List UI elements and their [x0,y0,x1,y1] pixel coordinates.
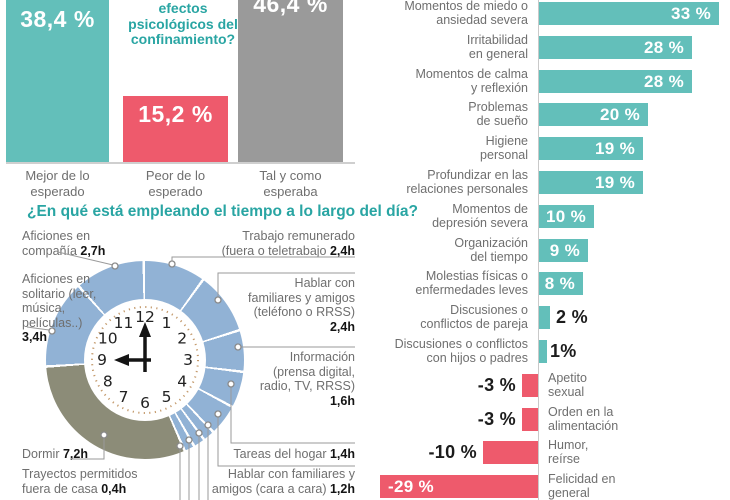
change-value: -10 % [428,442,477,462]
change-bar [539,340,547,363]
donut-callout: Aficiones en compañía 2,7h [22,229,106,258]
change-bar [522,408,538,431]
question-line: confinamiento? [130,31,236,47]
expectation-bar [238,0,343,162]
change-value: 8 % [544,273,575,293]
category-label-mejor: Mejor de lo esperado [25,168,90,199]
bar-value-peor: 15,2 % [138,101,213,127]
time-chart-title: ¿En qué está empleando el tiempo a lo la… [27,203,419,220]
change-category-label: Problemas de sueño [468,100,528,128]
question-line: efectos [158,0,208,16]
change-bar: 28 % [539,70,692,93]
change-category-label: Felicidad en general [548,472,616,500]
change-bar: 20 % [539,103,648,126]
expectation-bar [6,0,109,162]
clock-number: 9 [97,351,107,369]
change-category-label: Momentos de depresión severa [432,202,528,230]
clock-number: 1 [162,314,172,332]
change-bar: -29 % [380,475,538,498]
x-axis-line [6,162,355,164]
bar-value-igual: 46,4 % [253,0,328,17]
change-bar: 33 % [539,2,719,25]
clock-number: 7 [119,388,129,406]
donut-callout: Trabajo remunerado (fuera o teletrabajo 2… [221,229,355,258]
change-bar: 19 % [539,171,643,194]
change-category-label: Humor, reírse [548,438,589,466]
clock-number: 3 [183,351,193,369]
clock-number: 2 [177,330,187,348]
expectation-bar [123,96,228,162]
clock-number: 5 [162,388,172,406]
change-value: -3 % [477,409,516,429]
change-bar [522,374,538,397]
change-bar: 10 % [539,205,594,228]
clock-number: 8 [103,373,113,391]
clock-number: 10 [98,330,118,348]
change-category-label: Orden en la alimentación [548,405,619,433]
donut-callout: Tareas del hogar 1,4h [233,447,355,461]
clock-number: 12 [135,308,155,326]
change-bar: 19 % [539,137,643,160]
change-category-label: Molestias físicas o enfermedades leves [415,269,528,297]
change-value: 20 % [600,104,640,124]
expectation-question: efectos psicológicos del confinamiento? [100,0,266,48]
change-value: 9 % [549,240,580,260]
question-line: psicológicos del [128,15,238,32]
change-bar: 8 % [539,272,583,295]
change-category-label: Momentos de calma y reflexión [415,67,528,95]
change-value: 28 % [644,71,684,91]
change-value: 19 % [595,138,635,158]
change-category-label: Organización del tiempo [454,236,528,264]
clock-number: 6 [140,394,150,412]
change-category-label: Apetito sexual [548,371,587,399]
y-axis-line [538,0,539,500]
change-bar [539,306,550,329]
donut-callout: Trayectos permitidos fuera de casa 0,4h [22,467,138,496]
change-value: 1% [550,341,577,361]
change-value: 33 % [671,3,711,23]
change-bar: 28 % [539,36,692,59]
bar-value-mejor: 38,4 % [20,6,95,32]
change-category-label: Profundizar en las relaciones personales [406,168,528,196]
change-category-label: Irritabilidad en general [466,33,528,61]
change-value: 10 % [546,206,586,226]
change-category-label: Discusiones o conflictos con hijos o padr… [394,337,528,365]
donut-callout: Dormir 7,2h [22,447,88,461]
change-value: 19 % [595,172,635,192]
donut-callout: Aficiones en solitario (leer, música, pelíc… [22,272,97,344]
change-bar: 9 % [539,239,588,262]
change-category-label: Higiene personal [480,134,528,162]
change-value: -29 % [388,476,434,496]
change-category-label: Discusiones o conflictos de pareja [420,303,528,331]
category-label-igual: Tal y como esperaba [259,168,322,199]
change-category-label: Momentos de miedo o ansiedad severa [404,0,528,27]
change-bar [483,441,538,464]
donut-callout: Hablar con familiares y amigos (cara a ca… [211,467,355,496]
clock-number: 11 [114,314,134,332]
change-value: 28 % [644,37,684,57]
category-label-peor: Peor de lo esperado [145,168,206,199]
change-value: -3 % [477,375,516,395]
clock-number: 4 [177,373,187,391]
change-value: 2 % [556,307,588,327]
